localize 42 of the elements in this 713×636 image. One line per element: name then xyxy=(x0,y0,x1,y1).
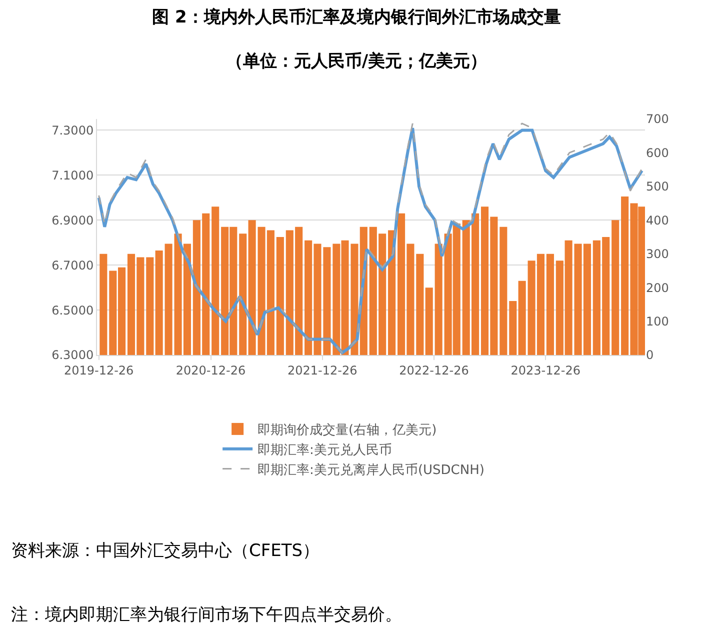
bar xyxy=(155,250,163,355)
bar xyxy=(146,257,154,355)
y-tick-label: 7.3000 xyxy=(52,123,94,138)
legend-label: 即期汇率:美元兑人民币 xyxy=(258,442,392,458)
y2-tick-label: 300 xyxy=(646,247,669,262)
bar xyxy=(212,206,220,355)
text: 资料来源：中国外汇交易中心（CFETS） xyxy=(11,541,320,561)
x-tick-label: 2022-12-26 xyxy=(399,363,469,378)
bar xyxy=(239,234,247,355)
y2-tick-label: 400 xyxy=(646,213,669,228)
bar xyxy=(518,280,526,355)
y2-tick-label: 600 xyxy=(646,146,669,160)
bar xyxy=(434,244,442,355)
bar xyxy=(425,288,433,355)
chart-title: 图 2：境内外人民币汇率及境内银行间外汇市场成交量 xyxy=(152,7,561,28)
legend-label: 即期询价成交量(右轴，亿美元) xyxy=(258,422,437,438)
legend-label: 即期汇率:美元兑离岸人民币(USDCNH) xyxy=(258,462,484,478)
x-tick-label: 2019-12-26 xyxy=(64,363,134,378)
bar xyxy=(546,254,554,355)
bar xyxy=(500,226,508,355)
bar xyxy=(276,237,284,355)
y2-tick-label: 100 xyxy=(646,314,669,328)
x-tick-label: 2023-12-26 xyxy=(510,363,580,378)
chart-subtitle: （单位：元人民币/美元；亿美元） xyxy=(226,51,488,72)
bar xyxy=(164,244,172,355)
bar xyxy=(509,301,517,355)
x-tick-label: 2021-12-26 xyxy=(288,363,358,378)
bar xyxy=(416,254,424,355)
y-tick-label: 6.3000 xyxy=(52,348,94,362)
bar xyxy=(612,220,620,355)
bar xyxy=(248,220,256,355)
y-tick-label: 6.5000 xyxy=(52,303,94,318)
y2-tick-label: 200 xyxy=(646,280,669,295)
y-tick-label: 7.1000 xyxy=(52,168,94,182)
x-tick-label: 2020-12-26 xyxy=(176,363,246,378)
y2-tick-label: 700 xyxy=(646,112,669,126)
y-tick-label: 6.7000 xyxy=(52,258,94,272)
y-tick-label: 6.9000 xyxy=(52,213,94,228)
y2-tick-label: 0 xyxy=(646,348,654,362)
bar xyxy=(100,254,108,355)
y2-tick-label: 500 xyxy=(646,180,669,194)
text: 注：境内即期汇率为银行间市场下午四点半交易价。 xyxy=(11,605,402,625)
